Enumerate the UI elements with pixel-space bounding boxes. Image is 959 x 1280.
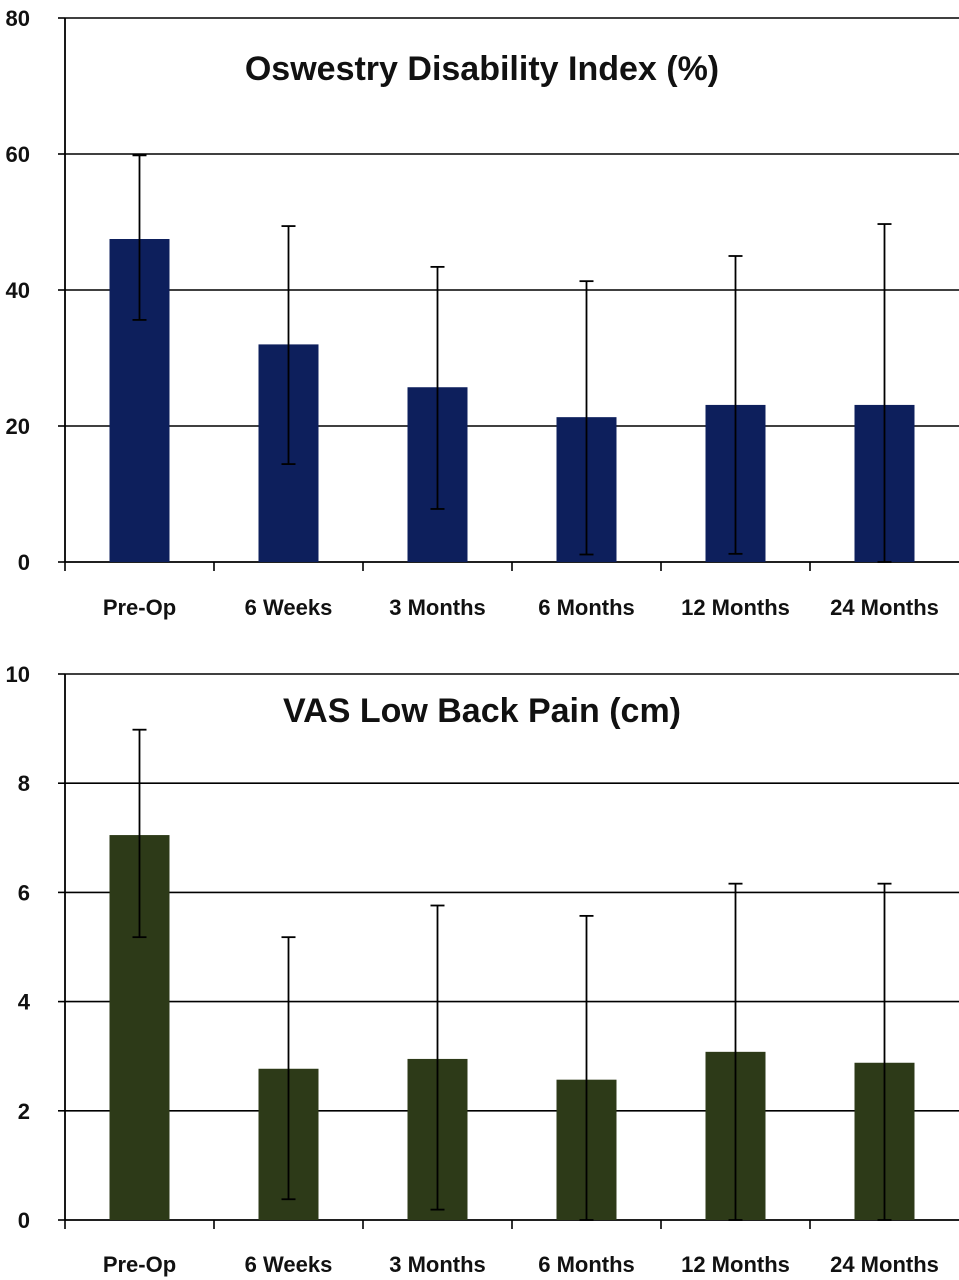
y-tick-label: 2 — [18, 1099, 30, 1124]
vas-chart: 0 2 4 6 8 10 Pre-Op 6 Weeks 3 Months 6 Months 12 M… — [6, 662, 959, 1277]
y-tick-label: 60 — [6, 142, 30, 167]
x-tick-label: Pre-Op — [103, 1252, 176, 1277]
x-tick-label: 12 Months — [681, 1252, 790, 1277]
y-tick-label: 40 — [6, 278, 30, 303]
y-tick-label: 0 — [18, 1208, 30, 1233]
x-tick-label: Pre-Op — [103, 595, 176, 620]
y-tick-label: 4 — [18, 990, 31, 1015]
y-tick-label: 8 — [18, 771, 30, 796]
y-tick-label: 80 — [6, 6, 30, 31]
x-tick-label: 6 Months — [538, 1252, 635, 1277]
x-tick-label: 6 Months — [538, 595, 635, 620]
y-tick-label: 6 — [18, 880, 30, 905]
y-tick-label: 20 — [6, 414, 30, 439]
x-tick-label: 3 Months — [389, 1252, 486, 1277]
x-tick-label: 24 Months — [830, 1252, 939, 1277]
x-tick-label: 12 Months — [681, 595, 790, 620]
chart-title: VAS Low Back Pain (cm) — [283, 692, 681, 730]
x-tick-label: 24 Months — [830, 595, 939, 620]
x-tick-label: 6 Weeks — [245, 1252, 333, 1277]
x-tick-label: 6 Weeks — [245, 595, 333, 620]
y-tick-label: 10 — [6, 662, 30, 687]
chart-title: Oswestry Disability Index (%) — [245, 50, 719, 88]
x-tick-label: 3 Months — [389, 595, 486, 620]
y-tick-label: 0 — [18, 550, 30, 575]
oswestry-chart: 0 20 40 60 80 Pre-Op 6 Weeks 3 Months 6 Months 12… — [6, 6, 959, 620]
